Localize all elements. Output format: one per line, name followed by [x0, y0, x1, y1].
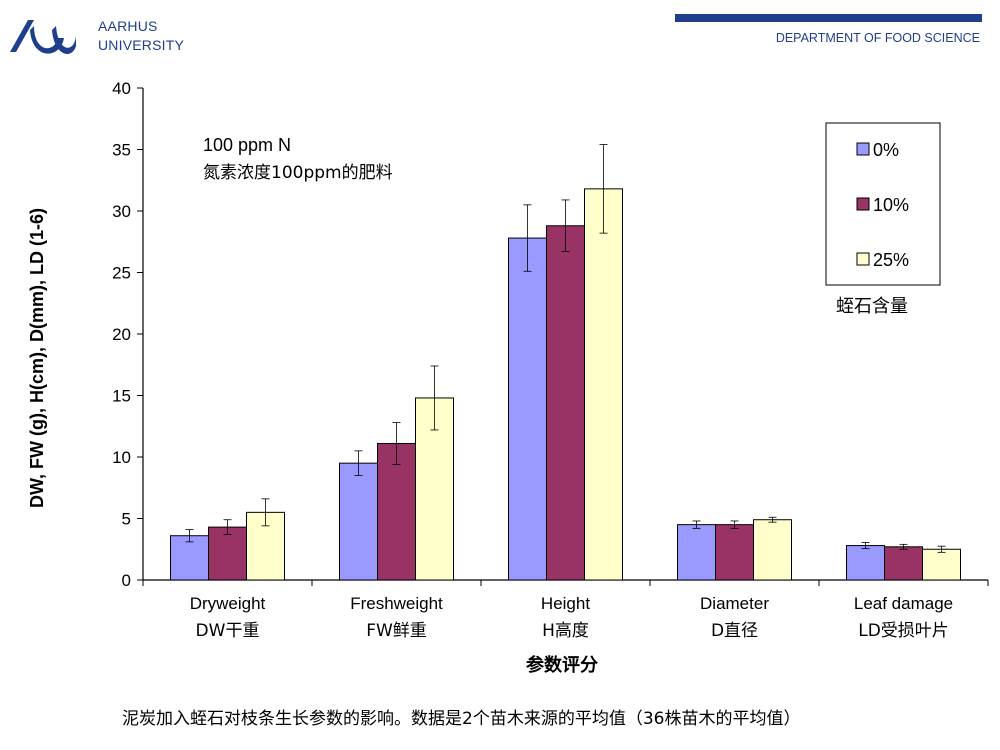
bar: [584, 188, 623, 581]
y-tick-label: 0: [122, 571, 131, 590]
x-axis-label: 参数评分: [526, 654, 598, 676]
chart-annotation-subtitle: 氮素浓度100ppm的肥料: [203, 163, 393, 183]
y-tick-label: 35: [112, 141, 131, 160]
x-tick-label: Freshweight: [350, 594, 443, 613]
y-axis-label: DW, FW (g), H(cm), D(mm), LD (1-6): [27, 208, 47, 508]
legend-swatch: [856, 252, 870, 266]
bar: [339, 462, 378, 581]
bar: [715, 524, 754, 581]
university-name-line1: AARHUS: [98, 18, 158, 34]
header-accent-bar: [675, 14, 982, 22]
y-tick-label: 5: [122, 510, 131, 529]
y-tick-label: 15: [112, 387, 131, 406]
bar: [884, 546, 923, 581]
bar: [922, 548, 961, 581]
x-tick-label-cn: DW干重: [196, 621, 260, 641]
x-tick-label-cn: LD受损叶片: [858, 621, 949, 641]
x-tick-label: Leaf damage: [854, 594, 953, 613]
y-tick-label: 20: [112, 325, 131, 344]
legend-label: 10%: [873, 195, 909, 215]
x-tick-label: Dryweight: [190, 594, 266, 613]
bar: [208, 526, 247, 581]
y-tick-label: 10: [112, 448, 131, 467]
bar: [377, 442, 416, 581]
bar: [677, 524, 716, 581]
x-tick-label-cn: H高度: [542, 621, 589, 641]
legend-swatch: [856, 142, 870, 156]
legend-note: 蛭石含量: [836, 296, 908, 317]
bar: [415, 397, 454, 581]
university-name-line2: UNIVERSITY: [98, 37, 185, 53]
chart-annotation-title: 100 ppm N: [203, 135, 291, 155]
y-tick-label: 30: [112, 202, 131, 221]
legend: 0% 10% 25%: [825, 122, 941, 286]
figure-caption: 泥炭加入蛭石对枝条生长参数的影响。数据是2个苗木来源的平均值（36株苗木的平均值…: [122, 709, 801, 729]
bar: [170, 535, 209, 581]
legend-swatch: [856, 197, 870, 211]
x-tick-label-cn: FW鲜重: [366, 621, 427, 641]
bar: [846, 545, 885, 581]
bar: [508, 237, 547, 581]
legend-box: [825, 122, 941, 286]
legend-label: 25%: [873, 250, 909, 270]
bar: [546, 225, 585, 581]
legend-label: 0%: [873, 140, 899, 160]
x-tick-label: Height: [541, 594, 590, 613]
aarhus-logo-icon: [10, 20, 76, 54]
y-tick-label: 25: [112, 264, 131, 283]
x-tick-label-cn: D直径: [711, 621, 758, 641]
bar-chart: 0 5 10 15 20 25 30 35 40 Dryweight DW干重 Freshweigh…: [27, 79, 989, 676]
bar: [753, 519, 792, 581]
department-name: DEPARTMENT OF FOOD SCIENCE: [775, 31, 980, 45]
y-tick-label: 40: [112, 79, 131, 98]
x-tick-label: Diameter: [700, 594, 769, 613]
